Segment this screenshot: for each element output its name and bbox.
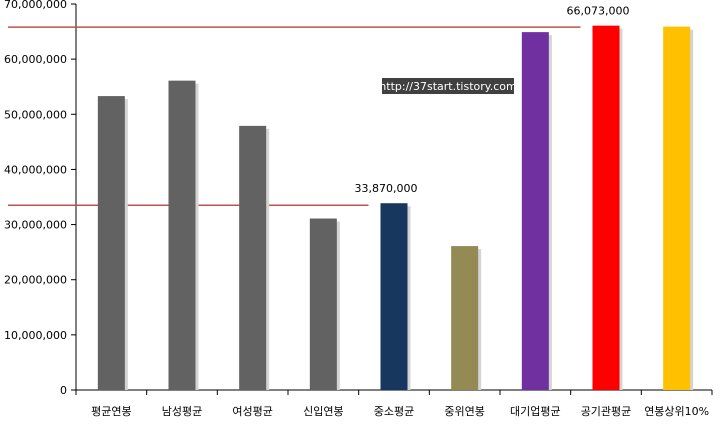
x-category-label: 공기관평균 bbox=[581, 405, 632, 418]
watermark: http://37start.tistory.com bbox=[379, 78, 517, 94]
y-tick-label: 20,000,000 bbox=[4, 274, 67, 287]
x-category-label: 대기업평균 bbox=[510, 405, 561, 418]
labels: 33,870,000 66,073,000 bbox=[355, 5, 630, 196]
bar bbox=[309, 218, 337, 390]
bar bbox=[97, 96, 125, 391]
x-category-label: 중위연봉 bbox=[444, 405, 484, 418]
data-label: 33,870,000 bbox=[355, 182, 418, 195]
y-tick-label: 0 bbox=[60, 384, 67, 397]
x-category-label: 중소평균 bbox=[374, 405, 414, 418]
bar bbox=[451, 246, 479, 390]
y-tick-label: 60,000,000 bbox=[4, 53, 67, 66]
y-tick-label: 50,000,000 bbox=[4, 108, 67, 121]
y-tick-label: 40,000,000 bbox=[4, 163, 67, 176]
reference-lines bbox=[8, 26, 581, 207]
bar bbox=[168, 80, 196, 391]
y-tick-label: 10,000,000 bbox=[4, 329, 67, 342]
y-tick-label: 30,000,000 bbox=[4, 219, 67, 232]
bars bbox=[97, 25, 694, 391]
data-label: 66,073,000 bbox=[567, 5, 630, 18]
y-tick-label: 70,000,000 bbox=[4, 0, 67, 11]
bar bbox=[592, 25, 620, 390]
axes: 0 10,000,000 20,000,000 30,000,000 40,000,00… bbox=[4, 0, 713, 418]
bar bbox=[521, 32, 549, 390]
bar bbox=[380, 203, 408, 390]
bar bbox=[239, 125, 267, 390]
x-category-label: 신입연봉 bbox=[303, 405, 343, 418]
watermark-background bbox=[382, 78, 514, 94]
bar bbox=[663, 26, 691, 390]
x-category-label: 연봉상위10% bbox=[644, 405, 709, 418]
watermark-text: http://37start.tistory.com bbox=[379, 80, 516, 93]
x-category-label: 평균연봉 bbox=[91, 405, 131, 418]
x-category-label: 남성평균 bbox=[162, 405, 202, 418]
x-category-label: 여성평균 bbox=[232, 405, 272, 418]
